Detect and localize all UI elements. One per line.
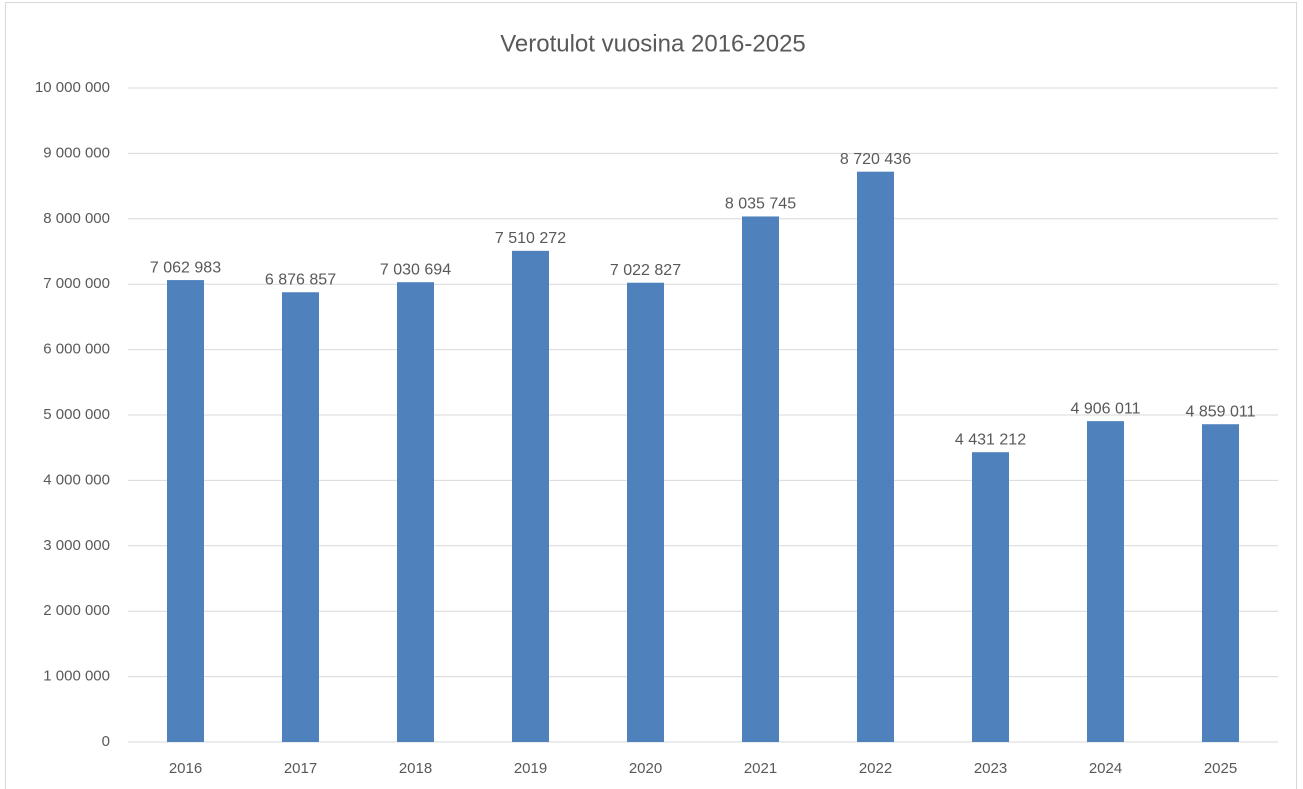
y-tick-label: 8 000 000 — [43, 210, 110, 227]
y-tick-label: 4 000 000 — [43, 471, 110, 488]
x-tick-label: 2018 — [399, 760, 432, 777]
value-label: 6 876 857 — [265, 271, 336, 288]
bar — [1087, 421, 1124, 742]
y-tick-label: 9 000 000 — [43, 144, 110, 161]
y-tick-label: 10 000 000 — [35, 79, 110, 96]
x-tick-label: 2023 — [974, 760, 1007, 777]
value-label: 8 035 745 — [725, 196, 796, 213]
bar — [167, 280, 204, 742]
x-tick-label: 2022 — [859, 760, 892, 777]
value-label: 4 431 212 — [955, 431, 1026, 448]
chart-title: Verotulot vuosina 2016-2025 — [500, 30, 806, 57]
value-label: 7 062 983 — [150, 259, 221, 276]
value-label: 8 720 436 — [840, 151, 911, 168]
x-tick-label: 2017 — [284, 760, 317, 777]
y-tick-label: 0 — [102, 733, 110, 750]
bar — [742, 216, 779, 742]
value-label: 7 022 827 — [610, 262, 681, 279]
x-tick-label: 2019 — [514, 760, 547, 777]
x-tick-label: 2020 — [629, 760, 662, 777]
value-label: 4 906 011 — [1071, 400, 1141, 417]
x-tick-label: 2024 — [1089, 760, 1122, 777]
value-label: 7 510 272 — [495, 230, 566, 247]
bar — [1202, 424, 1239, 742]
y-tick-label: 7 000 000 — [43, 275, 110, 292]
x-tick-label: 2016 — [169, 760, 202, 777]
y-tick-label: 2 000 000 — [43, 602, 110, 619]
bar — [627, 282, 664, 742]
bar — [857, 171, 894, 743]
bar — [282, 292, 319, 742]
y-tick-label: 3 000 000 — [43, 537, 110, 554]
bar — [512, 250, 549, 742]
x-tick-label: 2025 — [1204, 760, 1237, 777]
y-tick-label: 5 000 000 — [43, 406, 110, 423]
y-tick-label: 1 000 000 — [43, 668, 110, 685]
value-label: 4 859 011 — [1186, 403, 1256, 420]
bar — [397, 282, 434, 742]
bar — [972, 452, 1009, 742]
value-label: 7 030 694 — [380, 261, 451, 278]
x-tick-label: 2021 — [744, 760, 777, 777]
y-tick-label: 6 000 000 — [43, 341, 110, 358]
